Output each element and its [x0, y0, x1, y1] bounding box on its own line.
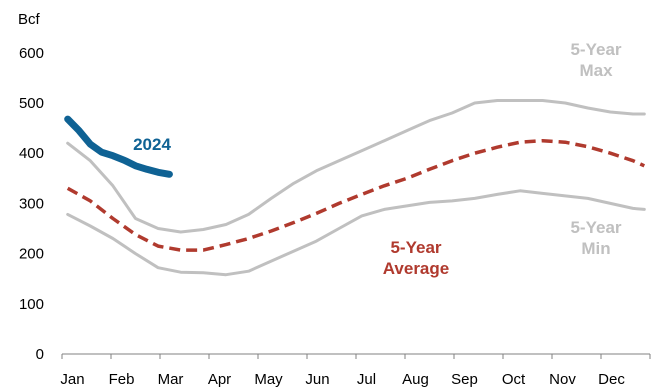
x-tick-label: Jul: [357, 371, 376, 387]
series-line-5-year-max: [66, 99, 646, 234]
x-tick-label: Mar: [158, 371, 184, 387]
x-tick-label: Nov: [549, 371, 576, 387]
x-tick-label: Jun: [305, 371, 329, 387]
series-line-5-year-min: [66, 189, 646, 277]
x-tick-label: Feb: [109, 371, 135, 387]
x-tick-label: Dec: [598, 371, 625, 387]
y-axis-ticks: 0 100 200 300 400 500 600: [19, 45, 44, 363]
series-line-2024: [64, 115, 173, 178]
x-axis: Jan Feb Mar Apr May Jun Jul Aug Sep Oct Nov Dec: [60, 353, 651, 387]
y-tick-label: 100: [19, 296, 44, 313]
series-label-2024: 2024: [133, 135, 171, 154]
series-labels: 5-Year Max 5-Year Min 5-Year Average 2024: [133, 40, 622, 278]
x-tick-label: Sep: [451, 371, 478, 387]
y-tick-label: 300: [19, 195, 44, 212]
y-tick-label: 200: [19, 246, 44, 263]
series-label-5-year-min: 5-Year Min: [570, 218, 621, 258]
y-tick-label: 400: [19, 145, 44, 162]
x-tick-label: Oct: [502, 371, 526, 387]
series-lines: [64, 99, 646, 277]
series-label-5-year-max: 5-Year Max: [570, 40, 621, 80]
x-tick-label: Aug: [402, 371, 429, 387]
x-tick-label: Jan: [60, 371, 84, 387]
x-tick-label: Apr: [208, 371, 231, 387]
y-tick-label: 600: [19, 45, 44, 62]
y-tick-label: 500: [19, 95, 44, 112]
x-tick-label: May: [254, 371, 283, 387]
y-tick-label: 0: [36, 346, 44, 363]
series-label-5-year-average: 5-Year Average: [383, 238, 449, 278]
y-unit-label: Bcf: [18, 11, 41, 28]
